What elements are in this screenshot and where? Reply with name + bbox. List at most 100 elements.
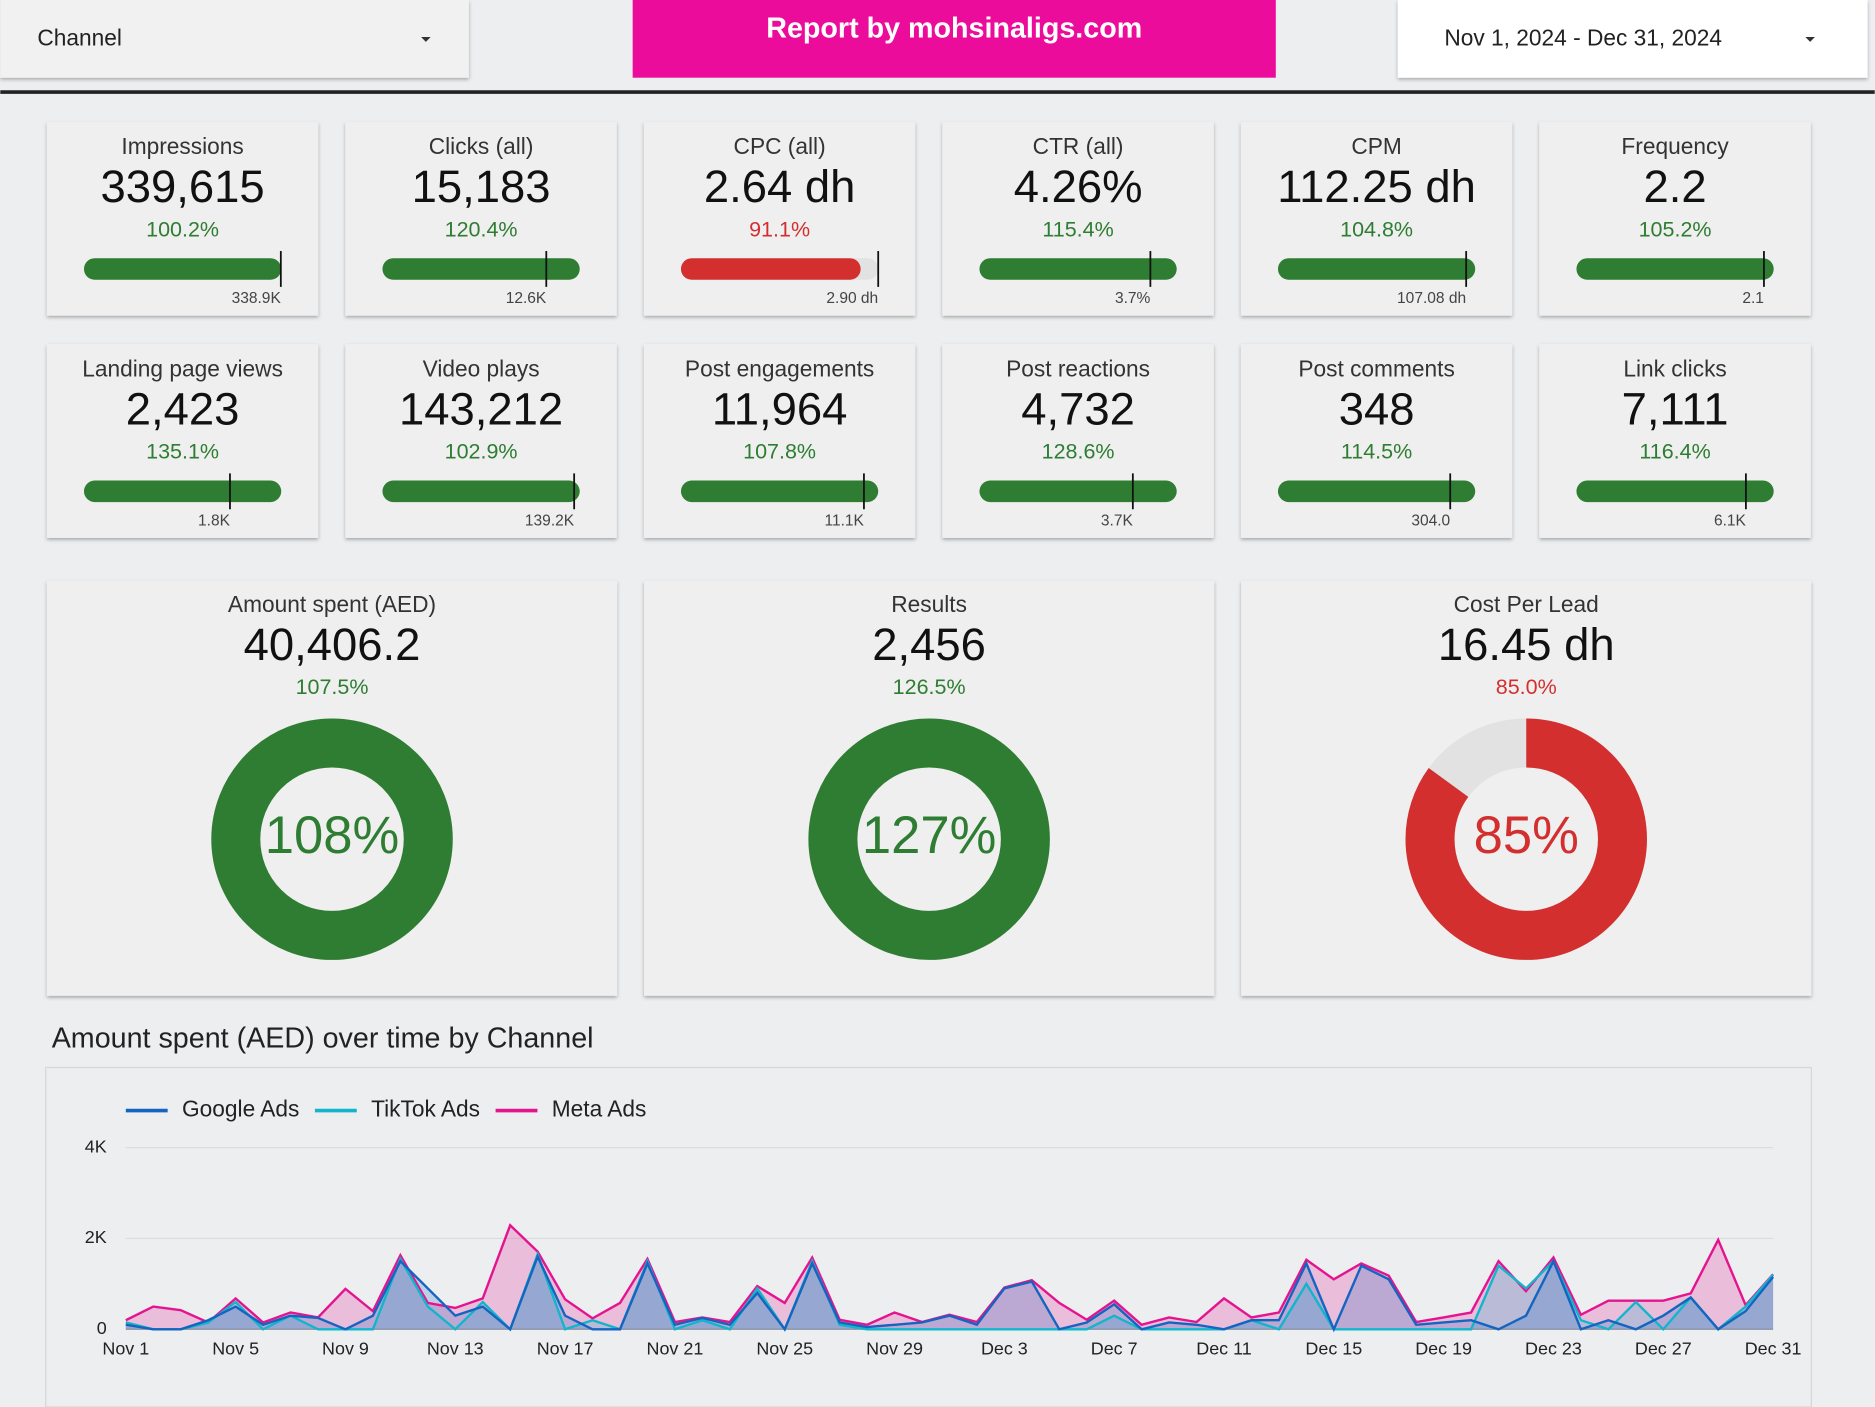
scorecard-value: 7,111 xyxy=(1622,383,1729,434)
banner-text: Report by mohsinaligs.com xyxy=(766,12,1142,44)
legend-label: Meta Ads xyxy=(552,1096,647,1122)
x-tick-label: Nov 25 xyxy=(756,1338,813,1358)
target-label: 139.2K xyxy=(525,512,575,529)
x-tick-label: Dec 23 xyxy=(1525,1338,1582,1358)
scorecard-label: Video plays xyxy=(423,356,540,382)
scorecard xyxy=(643,344,916,538)
gauge-label: Results xyxy=(891,591,967,617)
scorecard-label: Impressions xyxy=(121,133,243,159)
date-range: Nov 1, 2024 - Dec 31, 2024 xyxy=(1444,24,1722,50)
scorecard-value: 2,423 xyxy=(126,383,240,434)
area-fill xyxy=(125,1225,1774,1330)
scorecard xyxy=(1539,121,1811,316)
channel-dropdown[interactable] xyxy=(0,0,469,78)
gauge-label: Cost Per Lead xyxy=(1454,591,1599,617)
scorecard-value: 143,212 xyxy=(399,383,563,434)
target-label: 2.90 dh xyxy=(826,290,878,307)
scorecard-label: Clicks (all) xyxy=(429,133,534,159)
series-line xyxy=(125,1250,1774,1332)
scorecard-label: CPC (all) xyxy=(734,133,826,159)
progress-bar xyxy=(680,258,861,280)
scorecard-change: 128.6% xyxy=(1042,440,1115,464)
target-label: 12.6K xyxy=(506,290,547,307)
legend-label: TikTok Ads xyxy=(371,1096,480,1122)
x-tick-label: Nov 1 xyxy=(102,1338,149,1358)
scorecard-value: 4.26% xyxy=(1014,161,1143,212)
gauge-label: Amount spent (AED) xyxy=(228,591,436,617)
scorecard-change: 107.8% xyxy=(743,440,816,464)
scorecard-change: 116.4% xyxy=(1639,440,1710,464)
progress-bar xyxy=(1277,258,1476,280)
progress-bar xyxy=(1277,480,1476,503)
donut-center: 127% xyxy=(862,806,996,865)
scorecard xyxy=(643,121,916,316)
target-label: 107.08 dh xyxy=(1397,290,1466,307)
scorecard-label: Post comments xyxy=(1298,356,1454,382)
target-label: 6.1K xyxy=(1714,512,1747,529)
area-fill xyxy=(125,1254,1774,1330)
scorecard-change: 114.5% xyxy=(1341,440,1412,464)
scorecard-change: 120.4% xyxy=(445,217,518,241)
scorecard-label: CTR (all) xyxy=(1033,133,1124,159)
progress-bar xyxy=(680,480,879,503)
target-label: 1.8K xyxy=(198,512,231,529)
scorecard xyxy=(1539,344,1811,538)
x-tick-label: Dec 7 xyxy=(1091,1338,1138,1358)
progress-bar xyxy=(1576,258,1774,280)
date-picker[interactable] xyxy=(1397,0,1868,78)
scorecard xyxy=(345,121,617,316)
gauge-change: 107.5% xyxy=(296,675,369,699)
x-tick-label: Nov 9 xyxy=(322,1338,369,1358)
target-label: 2.1 xyxy=(1742,290,1764,307)
scorecard-value: 2.2 xyxy=(1644,161,1707,212)
progress-bar xyxy=(979,480,1177,503)
scorecard-value: 15,183 xyxy=(412,161,551,212)
scorecard-value: 11,964 xyxy=(712,383,848,434)
area-fill xyxy=(125,1256,1774,1330)
scorecard-label: Post reactions xyxy=(1006,356,1150,382)
banner xyxy=(632,0,1276,78)
progress-bar xyxy=(83,258,282,280)
scorecard xyxy=(345,344,617,538)
scorecard xyxy=(46,344,319,538)
gauge-value: 40,406.2 xyxy=(244,619,421,670)
gauge-change: 126.5% xyxy=(893,675,966,699)
x-tick-label: Nov 29 xyxy=(866,1338,923,1358)
progress-bar xyxy=(83,480,282,503)
scorecard-change: 104.8% xyxy=(1340,217,1413,241)
x-tick-label: Dec 31 xyxy=(1745,1338,1802,1358)
scorecard-value: 4,732 xyxy=(1021,383,1135,434)
y-tick-label: 4K xyxy=(85,1136,107,1156)
x-tick-label: Dec 3 xyxy=(981,1338,1028,1358)
series-line xyxy=(125,1253,1775,1333)
donut-center: 108% xyxy=(265,806,399,865)
target-label: 338.9K xyxy=(232,290,282,307)
donut-arc xyxy=(808,718,1050,960)
donut-arc xyxy=(1405,718,1647,960)
x-tick-label: Nov 17 xyxy=(537,1338,594,1358)
scorecard-change: 102.9% xyxy=(445,440,518,464)
scorecard-label: Landing page views xyxy=(82,356,283,382)
x-tick-label: Dec 19 xyxy=(1415,1338,1472,1358)
x-tick-label: Dec 15 xyxy=(1305,1338,1362,1358)
y-tick-label: 2K xyxy=(85,1227,107,1247)
scorecard xyxy=(46,121,319,316)
x-tick-label: Dec 11 xyxy=(1196,1338,1251,1358)
donut-center: 85% xyxy=(1474,806,1579,865)
x-tick-label: Nov 13 xyxy=(427,1338,484,1358)
donut-arc xyxy=(211,718,453,960)
x-tick-label: Nov 5 xyxy=(212,1338,259,1358)
scorecard-change: 115.4% xyxy=(1042,217,1113,241)
scorecard-value: 112.25 dh xyxy=(1277,161,1476,212)
gauge-value: 2,456 xyxy=(872,619,986,670)
scorecard-change: 105.2% xyxy=(1639,217,1712,241)
scorecard-change: 135.1% xyxy=(146,440,219,464)
scorecard-value: 339,615 xyxy=(101,161,265,212)
dropdown-label: Channel xyxy=(37,24,122,50)
target-label: 3.7% xyxy=(1115,290,1151,307)
y-tick-label: 0 xyxy=(97,1318,107,1338)
scorecard xyxy=(942,121,1214,316)
target-label: 3.7K xyxy=(1101,512,1134,529)
